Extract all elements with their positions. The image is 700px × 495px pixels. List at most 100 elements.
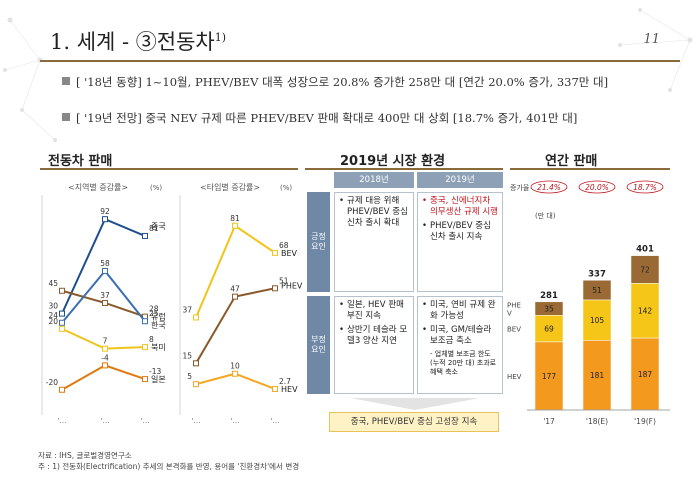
- data-label: 28: [149, 305, 159, 314]
- unit-label: (만 대): [535, 211, 556, 220]
- bar-value: 35: [544, 305, 554, 314]
- env-item: PHEV/BEV 중심 신차 출시 지속: [422, 221, 499, 243]
- data-label: 2.7: [279, 377, 291, 386]
- data-point: [142, 318, 148, 325]
- bar-segment: [534, 341, 564, 411]
- env-item-highlight: 중국, 신에너지차 의무생산 규제 시행: [422, 196, 499, 218]
- growth-badge: [626, 180, 664, 194]
- data-label: 8: [149, 335, 154, 344]
- series-name: 유럽: [151, 313, 166, 322]
- page-title: 1. 세계 - ③전동차1): [50, 30, 227, 54]
- env-year-2019: 2019년: [417, 172, 503, 188]
- env-item: 미국, 연비 규제 완화 가능성: [422, 300, 499, 322]
- series-line-4: [61, 364, 146, 391]
- series-name: PHEV: [281, 281, 303, 290]
- chart-title-type: <타입별 증감률>: [200, 183, 261, 192]
- data-label: 81: [149, 224, 159, 233]
- bullet-2019: [ '19년 전망] 중국 NEV 규제 따른 PHEV/BEV 판매 확대로 …: [62, 111, 662, 126]
- data-label: 45: [48, 279, 58, 288]
- section-divider: [305, 168, 503, 170]
- data-point: [102, 362, 108, 369]
- data-point: [59, 287, 65, 294]
- data-label: 81: [230, 214, 240, 223]
- data-label: -13: [149, 367, 161, 376]
- env-2019-positive: 중국, 신에너지차 의무생산 규제 시행 PHEV/BEV 중심 신차 출시 지…: [417, 192, 503, 292]
- total-label: 401: [636, 245, 654, 255]
- series-name: BEV: [281, 249, 298, 258]
- bar-segment: [582, 280, 612, 301]
- data-label: 68: [279, 241, 289, 250]
- env-note: - 업체별 보조금 한도(누적 20만 대) 초과로 혜택 축소: [430, 350, 497, 376]
- data-point: [193, 381, 199, 388]
- data-label: 92: [100, 207, 110, 216]
- env-item: 일본, HEV 판매 부진 지속: [339, 300, 410, 322]
- tick-label: '…: [101, 417, 110, 425]
- env-item: 규제 대응 위해 PHEV/BEV 중심 신차 출시 확대: [339, 196, 410, 229]
- series-name: 북미: [151, 343, 166, 352]
- bullet-square-icon: [62, 113, 70, 121]
- data-point: [142, 344, 148, 351]
- footnote: 주 : 1) 전동화(Electrification) 추세의 본격화를 반영,…: [38, 462, 300, 471]
- data-point: [59, 319, 65, 326]
- section-title-environment: 2019년 시장 환경: [340, 154, 446, 169]
- env-row-negative: 부정 요인: [307, 296, 330, 394]
- data-point: [272, 249, 278, 256]
- data-point: [232, 293, 238, 300]
- data-point: [232, 222, 238, 229]
- data-point: [193, 314, 199, 321]
- bar-value: 51: [592, 286, 602, 295]
- bar-segment: [582, 299, 612, 341]
- data-point: [142, 232, 148, 239]
- series-name: 중국: [151, 222, 166, 231]
- tick-label: '…: [192, 417, 201, 425]
- env-row-positive: 긍정 요인: [307, 192, 330, 292]
- env-year-2018: 2018년: [334, 172, 414, 188]
- env-result-box: 중국, PHEV/BEV 중심 고성장 지속: [329, 412, 499, 432]
- data-point: [102, 216, 108, 223]
- page-number: 11: [643, 32, 660, 47]
- growth-badge: [530, 180, 568, 194]
- growth-value: 21.4%: [537, 183, 561, 192]
- bar-value: 142: [638, 307, 653, 316]
- series-label: HEV: [507, 373, 522, 381]
- data-label: 37: [100, 291, 110, 300]
- data-point: [59, 325, 65, 332]
- data-label: 10: [230, 362, 240, 371]
- data-label: -4: [101, 353, 109, 362]
- series-label: BEV: [507, 326, 521, 334]
- section-divider: [40, 168, 298, 170]
- title-divider: [40, 60, 680, 62]
- series-name: 한국: [151, 321, 166, 330]
- data-label: -20: [46, 378, 58, 387]
- bar-value: 187: [638, 370, 653, 379]
- data-point: [193, 360, 199, 367]
- tick-label: '19(F): [634, 417, 656, 426]
- data-point: [272, 385, 278, 392]
- source-note: 자료 : IHS, 글로벌경영연구소: [38, 451, 132, 460]
- data-label: 47: [230, 285, 240, 294]
- bar-segment: [630, 337, 660, 411]
- data-point: [102, 267, 108, 274]
- bullet-2018: [ '18년 동향] 1~10월, PHEV/BEV 대폭 성장으로 20.8%…: [62, 75, 662, 90]
- data-label: 37: [182, 305, 192, 314]
- total-label: 281: [540, 291, 558, 301]
- chart-unit-type: (%): [280, 184, 293, 192]
- bar-value: 177: [542, 372, 557, 381]
- section-title-sales: 전동차 판매: [48, 154, 113, 169]
- env-2018-negative: 일본, HEV 판매 부진 지속 상반기 테슬라 모델3 양산 지연: [334, 296, 414, 394]
- chart-title-region: <지역별 증감률>: [68, 183, 129, 192]
- total-label: 337: [588, 269, 606, 279]
- data-point: [142, 376, 148, 383]
- env-item: 미국, GM/테슬라 보조금 축소: [422, 325, 499, 347]
- data-label: 58: [100, 259, 110, 268]
- section-divider: [510, 168, 670, 170]
- chart-unit-region: (%): [150, 184, 163, 192]
- data-label: 51: [279, 276, 289, 285]
- down-chevron-icon: [350, 398, 480, 410]
- growth-label: 증가율: [510, 183, 530, 192]
- growth-value: 18.7%: [633, 183, 657, 192]
- growth-badge: [578, 180, 616, 194]
- env-item: 상반기 테슬라 모델3 양산 지연: [339, 325, 410, 347]
